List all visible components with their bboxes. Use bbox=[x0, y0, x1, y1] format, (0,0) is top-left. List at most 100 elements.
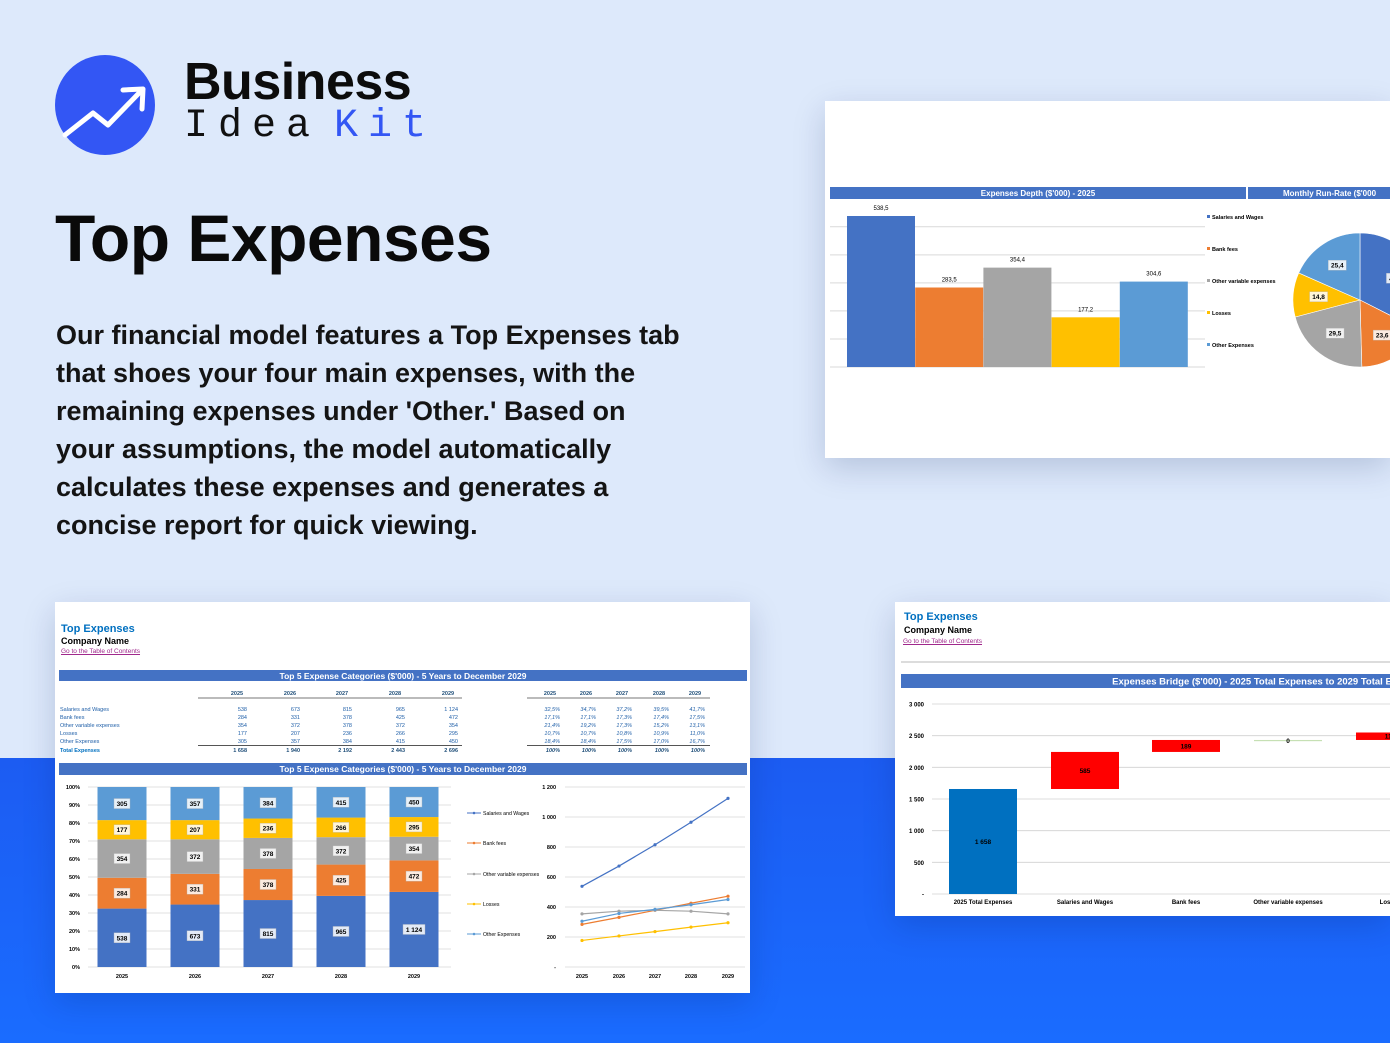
table-cell: 295 bbox=[449, 731, 458, 737]
chart-title: Monthly Run-Rate ($'000 bbox=[1283, 189, 1377, 198]
bridge-bar bbox=[1152, 739, 1220, 752]
table-of-contents-link[interactable]: Go to the Table of Contents bbox=[61, 648, 141, 655]
data-label: 1 124 bbox=[406, 927, 423, 934]
bar bbox=[915, 287, 984, 367]
legend-swatch bbox=[1207, 311, 1210, 314]
data-label-box bbox=[186, 824, 204, 835]
bar bbox=[1051, 317, 1120, 367]
year-header: 2027 bbox=[616, 691, 628, 697]
year-header: 2028 bbox=[653, 691, 665, 697]
chart-header-bar bbox=[1248, 187, 1390, 199]
legend-swatch bbox=[1207, 343, 1210, 346]
x-tick-label: 2028 bbox=[685, 974, 697, 980]
data-label-box bbox=[113, 798, 131, 809]
data-label: 538,5 bbox=[873, 206, 889, 212]
data-point bbox=[580, 922, 584, 926]
brand-name: Business bbox=[184, 53, 412, 111]
legend-label: Other variable expenses bbox=[1212, 279, 1276, 285]
top-expenses-summary-card: Top Expenses Company Name Go to the Tabl… bbox=[55, 602, 750, 993]
description-line: your assumptions, the model automaticall… bbox=[56, 434, 612, 464]
data-point bbox=[617, 934, 621, 938]
share-cell: 15,2% bbox=[653, 723, 669, 729]
share-cell: 17,0% bbox=[653, 739, 669, 745]
share-cell: 41,7% bbox=[689, 707, 705, 713]
legend-label: Other Expenses bbox=[1212, 343, 1254, 349]
table-cell: 354 bbox=[449, 723, 458, 729]
data-label: 266 bbox=[336, 825, 347, 832]
share-cell: 17,1% bbox=[544, 715, 560, 721]
y-tick-label: 500 bbox=[914, 861, 925, 867]
legend-swatch bbox=[1207, 279, 1210, 282]
share-cell: 17,5% bbox=[689, 715, 705, 721]
data-label: 177,2 bbox=[1078, 307, 1094, 313]
legend-marker bbox=[472, 932, 476, 936]
legend-label: Losses bbox=[1212, 311, 1231, 317]
x-tick-label: Other variable expenses bbox=[1253, 900, 1323, 906]
data-label: 354 bbox=[409, 846, 420, 853]
table-title: Top 5 Expense Categories ($'000) - 5 Yea… bbox=[280, 671, 527, 681]
data-label: 372 bbox=[336, 848, 347, 855]
data-label-box bbox=[259, 823, 277, 834]
description-line: that shoes your four main expenses, with… bbox=[56, 358, 636, 388]
data-label-box bbox=[1328, 259, 1347, 271]
legend-label: Losses bbox=[483, 902, 500, 908]
table-cell: 1 124 bbox=[444, 707, 458, 713]
table-cell: 354 bbox=[238, 723, 247, 729]
data-point bbox=[726, 796, 730, 800]
data-label: 815 bbox=[263, 931, 274, 938]
data-label: 538 bbox=[117, 935, 128, 942]
data-point bbox=[689, 909, 693, 913]
table-of-contents-link[interactable]: Go to the Table of Contents bbox=[903, 638, 983, 645]
data-label: 1 658 bbox=[975, 839, 992, 846]
share-cell: 13,1% bbox=[689, 723, 705, 729]
share-cell: 11,0% bbox=[690, 731, 705, 737]
data-label: 236 bbox=[263, 826, 274, 833]
brand-kit: Kit bbox=[334, 104, 437, 149]
data-point bbox=[726, 897, 730, 902]
year-header: 2025 bbox=[231, 691, 243, 697]
data-label: 357 bbox=[190, 801, 201, 808]
hero-description: Our financial model features a Top Expen… bbox=[56, 316, 680, 544]
data-point bbox=[726, 921, 730, 925]
data-label-box bbox=[1325, 328, 1345, 339]
table-cell: 372 bbox=[291, 723, 300, 729]
share-cell: 17,3% bbox=[616, 723, 632, 729]
share-cell: 19,2% bbox=[580, 723, 596, 729]
data-label: 189 bbox=[1181, 743, 1192, 750]
x-tick-label: 2029 bbox=[722, 974, 734, 980]
page-title: Top Expenses bbox=[55, 201, 492, 275]
business-idea-kit-logo-icon bbox=[55, 55, 155, 155]
legend-label: Bank fees bbox=[483, 841, 506, 847]
year-header: 2029 bbox=[442, 691, 454, 697]
y-tick-label: 400 bbox=[547, 905, 556, 911]
data-label: 0 bbox=[1286, 738, 1290, 745]
brand-idea: Idea bbox=[184, 104, 321, 149]
data-label: 378 bbox=[263, 851, 274, 858]
bridge-bar bbox=[1356, 732, 1390, 740]
share-cell: 34,7% bbox=[580, 707, 596, 713]
total-share-cell: 100% bbox=[691, 748, 705, 754]
data-label: 25,4 bbox=[1331, 263, 1344, 270]
year-header: 2026 bbox=[580, 691, 592, 697]
data-point bbox=[580, 884, 584, 888]
data-label: 585 bbox=[1080, 768, 1091, 775]
y-tick-label: 10% bbox=[69, 947, 80, 953]
data-label: 354,4 bbox=[1010, 258, 1026, 264]
y-tick-label: 2 500 bbox=[909, 734, 925, 740]
legend-swatch bbox=[1207, 215, 1210, 218]
data-label: 283,5 bbox=[942, 278, 958, 284]
x-tick-label: 2025 bbox=[576, 974, 588, 980]
data-label: 472 bbox=[409, 874, 420, 881]
legend-swatch bbox=[1207, 247, 1210, 250]
data-label-box bbox=[259, 848, 277, 859]
legend-marker bbox=[472, 841, 476, 845]
expenses-depth-card: Expenses Depth ($'000) - 2025 Monthly Run… bbox=[825, 101, 1390, 458]
data-point bbox=[689, 925, 693, 929]
share-cell: 17,4% bbox=[653, 715, 669, 721]
share-cell: 17,3% bbox=[616, 715, 632, 721]
data-point bbox=[580, 919, 584, 923]
y-tick-label: - bbox=[922, 893, 924, 899]
table-header-bar bbox=[59, 670, 747, 681]
x-tick-label: Bank fees bbox=[1172, 900, 1201, 906]
data-label-box bbox=[186, 851, 204, 862]
